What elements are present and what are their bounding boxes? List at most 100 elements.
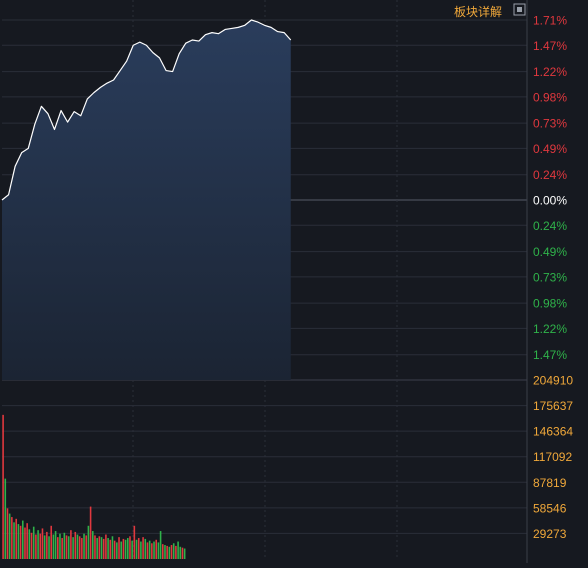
volume-bar <box>39 533 42 559</box>
volume-bar <box>6 508 9 559</box>
volume-bar <box>140 541 142 559</box>
price-tick-label: 1.22% <box>533 322 567 336</box>
volume-bar <box>120 541 123 559</box>
volume-bar <box>63 532 66 559</box>
volume-bar <box>11 517 13 559</box>
volume-bar <box>59 533 61 559</box>
price-tick-label: 0.24% <box>533 219 567 233</box>
price-tick-label: 0.98% <box>533 90 567 104</box>
volume-tick-label: 204910 <box>533 374 573 388</box>
volume-bar <box>144 538 147 559</box>
volume-bar <box>35 534 37 559</box>
volume-bar <box>113 540 116 559</box>
volume-bar <box>91 531 94 559</box>
volume-bar <box>19 525 22 559</box>
volume-bar <box>74 531 77 559</box>
volume-bar <box>151 543 153 559</box>
volume-bar <box>109 539 112 559</box>
volume-bar <box>56 537 59 559</box>
volume-bar <box>118 537 120 559</box>
volume-axis: 204910 175637 146364 117092 87819 58546 29273 <box>533 374 573 541</box>
price-tick-label: 1.47% <box>533 348 567 362</box>
volume-bar <box>153 541 155 559</box>
volume-bar <box>15 518 18 559</box>
volume-bar <box>48 536 50 559</box>
price-area <box>1 19 292 380</box>
volume-bar <box>129 536 131 559</box>
volume-bar <box>164 545 166 559</box>
price-tick-label: 0.00% <box>533 194 567 208</box>
price-tick-label: 1.47% <box>533 39 567 53</box>
volume-bar <box>102 538 105 559</box>
volume-bar <box>37 530 39 559</box>
volume-bar <box>105 534 107 559</box>
volume-bar <box>17 524 20 559</box>
price-tick-label: 0.49% <box>533 245 567 259</box>
volume-bar <box>133 525 136 559</box>
volume-bar <box>94 535 96 559</box>
price-axis: 1.71% 1.47% 1.22% 0.98% 0.73% 0.49% 0.24% 0.00%… <box>533 14 567 363</box>
volume-bar <box>111 536 114 559</box>
volume-bar <box>21 520 24 559</box>
volume-bar <box>179 546 182 559</box>
panel-toggle-icon[interactable] <box>513 3 526 16</box>
volume-bar <box>32 526 35 559</box>
price-tick-label: 1.22% <box>533 65 567 79</box>
volume-bar <box>46 531 48 559</box>
price-tick-label: 1.71% <box>533 14 567 28</box>
volume-bar <box>183 548 186 559</box>
volume-bar <box>43 535 46 559</box>
volume-bars <box>2 414 186 559</box>
volume-bar <box>85 535 88 559</box>
volume-tick-label: 29273 <box>533 527 567 541</box>
volume-bar <box>89 506 92 559</box>
volume-bar <box>72 537 74 559</box>
volume-bar <box>126 538 129 559</box>
volume-bar <box>67 536 70 559</box>
volume-bar <box>142 537 144 559</box>
volume-bar <box>168 546 171 559</box>
volume-bar <box>98 536 101 559</box>
volume-bar <box>159 531 162 559</box>
volume-bar <box>83 533 85 559</box>
volume-bar <box>181 547 184 559</box>
price-tick-label: 0.73% <box>533 270 567 284</box>
volume-bar <box>65 535 68 559</box>
volume-bar <box>175 545 177 559</box>
volume-bar <box>78 536 81 559</box>
volume-bar <box>100 537 103 559</box>
sector-detail-link[interactable]: 板块详解 <box>454 4 502 19</box>
volume-bar <box>4 478 7 559</box>
volume-bar <box>116 542 118 559</box>
volume-bar <box>157 542 160 559</box>
volume-bar <box>81 538 83 559</box>
volume-bar <box>137 538 140 559</box>
volume-bar <box>26 523 28 559</box>
volume-bar <box>122 538 125 559</box>
volume-bar <box>135 539 138 559</box>
volume-tick-label: 175637 <box>533 399 573 413</box>
volume-bar <box>170 545 173 559</box>
price-tick-label: 0.98% <box>533 297 567 311</box>
volume-bar <box>161 544 164 559</box>
chart-header: 板块详解 <box>454 3 526 19</box>
volume-bar <box>172 543 175 559</box>
volume-bar <box>107 538 109 559</box>
volume-bar <box>177 541 179 559</box>
volume-tick-label: 87819 <box>533 476 567 490</box>
volume-bar <box>52 534 55 559</box>
volume-bar <box>50 525 53 559</box>
volume-bar <box>24 527 26 559</box>
price-tick-label: 0.24% <box>533 168 567 182</box>
volume-bar <box>87 525 90 559</box>
volume-bar <box>54 531 57 559</box>
volume-bar <box>155 539 158 559</box>
volume-bar <box>13 522 15 559</box>
volume-bar <box>131 540 133 559</box>
volume-bar <box>28 529 31 559</box>
volume-bar <box>2 414 4 559</box>
volume-bar <box>30 532 33 559</box>
volume-bar <box>76 534 79 559</box>
